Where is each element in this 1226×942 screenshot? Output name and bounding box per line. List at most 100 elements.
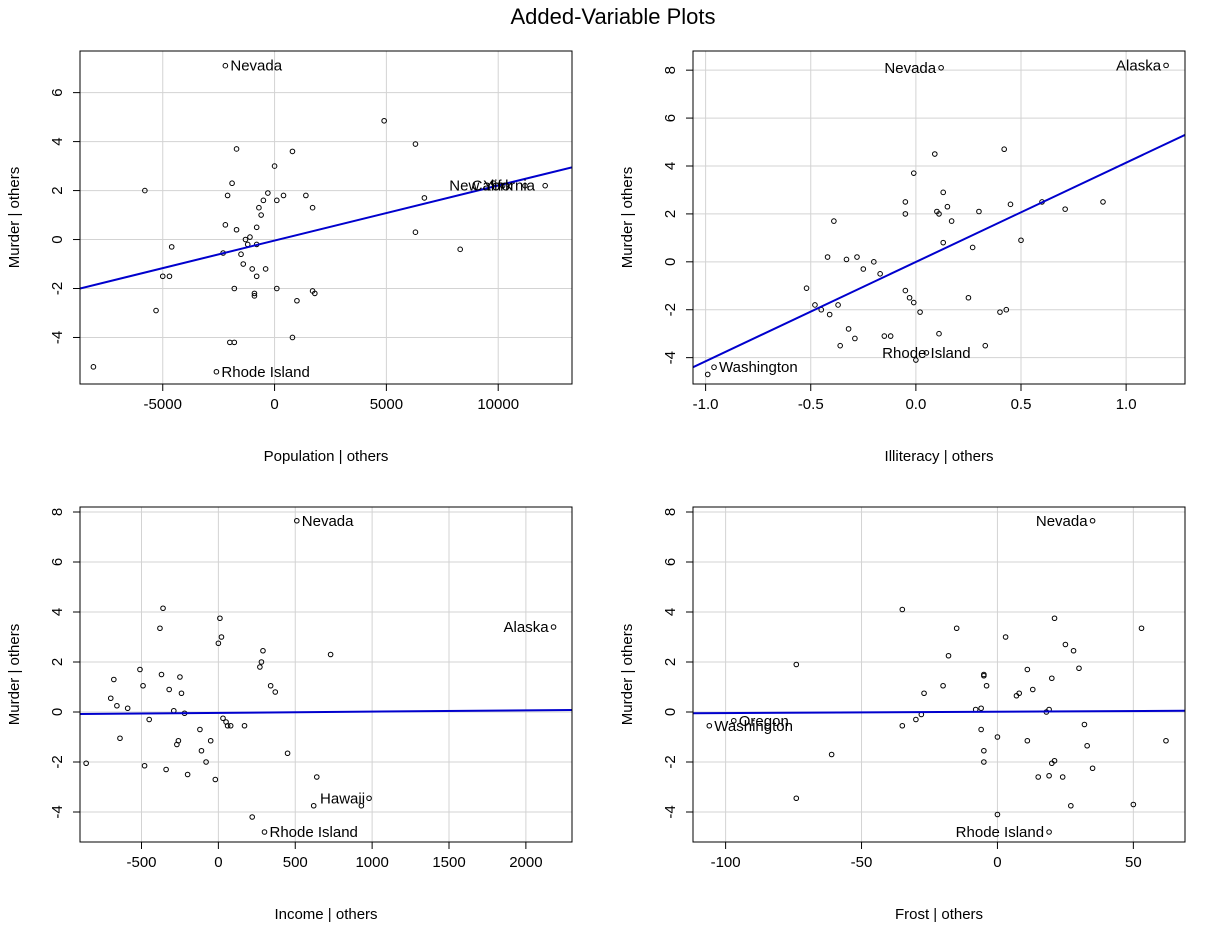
- data-point: [271, 163, 278, 169]
- data-point: [852, 335, 858, 342]
- point-label: Washington: [714, 718, 793, 735]
- data-point: [854, 254, 860, 260]
- y-tick-label: 2: [662, 210, 679, 218]
- regression-line: [693, 133, 1185, 369]
- y-tick-label: 6: [49, 558, 66, 566]
- data-point: [938, 64, 944, 71]
- point-label: Alaska: [504, 619, 550, 636]
- data-point: [1046, 772, 1052, 779]
- data-point: [902, 211, 909, 217]
- x-tick-label: -1.0: [693, 396, 719, 413]
- data-point: [265, 190, 271, 196]
- y-tick-label: 0: [49, 708, 66, 716]
- data-point: [803, 285, 810, 291]
- plot-frame: [79, 50, 573, 385]
- point-label: Nevada: [1036, 513, 1088, 530]
- regression-line: [693, 709, 1185, 715]
- data-point: [267, 682, 274, 689]
- data-point: [160, 605, 166, 612]
- data-point: [1062, 641, 1069, 648]
- y-tick-label: 4: [49, 608, 66, 616]
- data-point: [310, 802, 317, 809]
- data-point: [936, 211, 942, 217]
- x-tick-label: 1.0: [1116, 396, 1137, 413]
- y-tick-label: -4: [49, 331, 66, 344]
- data-point: [940, 239, 947, 246]
- y-axis-title: Murder | others: [6, 167, 23, 268]
- data-point: [1130, 801, 1137, 808]
- data-point: [229, 180, 235, 187]
- data-point: [793, 661, 800, 668]
- data-point: [303, 192, 309, 199]
- data-point: [421, 195, 428, 201]
- data-point: [490, 180, 497, 187]
- y-tick-label: -2: [49, 282, 66, 295]
- data-point: [917, 309, 923, 315]
- data-point: [233, 146, 240, 152]
- data-point: [213, 368, 220, 375]
- plot-frame: [692, 506, 1186, 843]
- point-label: Nevada: [230, 58, 282, 75]
- data-point: [257, 664, 263, 670]
- y-tick-label: 6: [49, 88, 66, 96]
- data-point: [1138, 625, 1145, 632]
- data-point: [1163, 737, 1169, 744]
- data-point: [249, 814, 255, 820]
- x-axis-title: Frost | others: [895, 906, 983, 923]
- plot-frame: [79, 506, 573, 843]
- data-point: [366, 795, 372, 802]
- data-point: [256, 204, 262, 211]
- data-point: [978, 705, 984, 712]
- data-point: [910, 170, 917, 176]
- data-point: [218, 634, 225, 640]
- data-point: [860, 266, 867, 272]
- data-point: [522, 182, 528, 189]
- data-point: [1089, 765, 1096, 772]
- data-point: [157, 625, 163, 632]
- data-point: [828, 751, 835, 758]
- data-point: [983, 682, 990, 689]
- y-tick-label: 0: [49, 235, 66, 243]
- data-point: [936, 330, 942, 337]
- y-tick-label: 4: [49, 137, 66, 145]
- data-point: [1076, 665, 1082, 672]
- data-point: [831, 218, 837, 224]
- data-point: [203, 759, 209, 765]
- data-point: [107, 695, 114, 702]
- data-point: [899, 606, 906, 613]
- data-point: [1024, 737, 1031, 744]
- data-point: [1081, 721, 1088, 728]
- data-point: [1070, 647, 1077, 654]
- y-tick-label: 2: [662, 658, 679, 666]
- data-point: [837, 342, 843, 349]
- data-point: [168, 244, 175, 250]
- data-point: [224, 192, 231, 199]
- y-tick-label: 4: [662, 608, 679, 616]
- data-point: [1163, 62, 1169, 69]
- data-point: [178, 690, 185, 697]
- data-point: [111, 676, 117, 683]
- y-tick-label: 0: [662, 258, 679, 266]
- point-label: Nevada: [884, 60, 936, 77]
- data-point: [835, 302, 841, 308]
- x-tick-label: 500: [283, 854, 308, 871]
- data-point: [1051, 757, 1058, 764]
- data-point: [207, 737, 214, 744]
- data-point: [262, 266, 269, 272]
- y-tick-label: -4: [662, 351, 679, 364]
- data-point: [224, 722, 231, 729]
- point-label: Hawaii: [320, 790, 365, 807]
- data-point: [981, 747, 987, 754]
- y-tick-label: 0: [662, 708, 679, 716]
- data-point: [284, 750, 291, 757]
- data-point: [222, 222, 229, 228]
- data-point: [289, 334, 296, 341]
- data-point: [1001, 146, 1007, 153]
- data-point: [242, 236, 249, 243]
- data-point: [260, 197, 267, 204]
- data-point: [845, 326, 852, 332]
- data-point: [981, 759, 987, 765]
- data-point: [969, 244, 976, 251]
- data-point: [944, 203, 951, 210]
